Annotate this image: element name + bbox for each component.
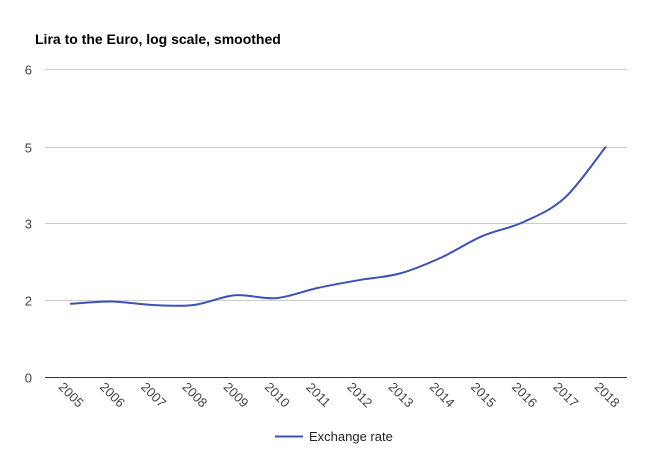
x-tick-label: 2006 [97,379,128,410]
x-tick-label: 2007 [138,379,169,410]
x-tick-label: 2013 [385,379,416,410]
y-axis-ticks: 0 2 3 5 6 [25,63,32,386]
y-tick-label: 5 [25,141,32,156]
x-tick-label: 2015 [468,379,499,410]
gridlines [45,69,627,301]
y-tick-label: 3 [25,217,32,232]
x-tick-label: 2012 [344,379,375,410]
x-tick-label: 2010 [262,379,293,410]
series-line [69,145,607,307]
x-tick-label: 2011 [303,380,333,410]
y-tick-label: 0 [25,371,32,386]
x-tick-label: 2016 [509,379,540,410]
series-layer [69,145,607,307]
legend[interactable]: Exchange rate [275,429,393,444]
x-tick-label: 2014 [427,379,458,410]
y-tick-label: 2 [25,294,32,309]
x-tick-label: 2008 [179,379,210,410]
x-tick-label: 2017 [550,379,581,410]
x-tick-label: 2018 [592,379,623,410]
y-tick-label: 6 [25,63,32,78]
x-tick-label: 2009 [221,379,252,410]
legend-label: Exchange rate [309,429,393,444]
chart-title: Lira to the Euro, log scale, smoothed [35,31,281,47]
x-tick-label: 2005 [56,379,87,410]
x-axis-ticks: 2005 2006 2007 2008 2009 2010 2011 2012 2013 2014… [56,379,623,410]
